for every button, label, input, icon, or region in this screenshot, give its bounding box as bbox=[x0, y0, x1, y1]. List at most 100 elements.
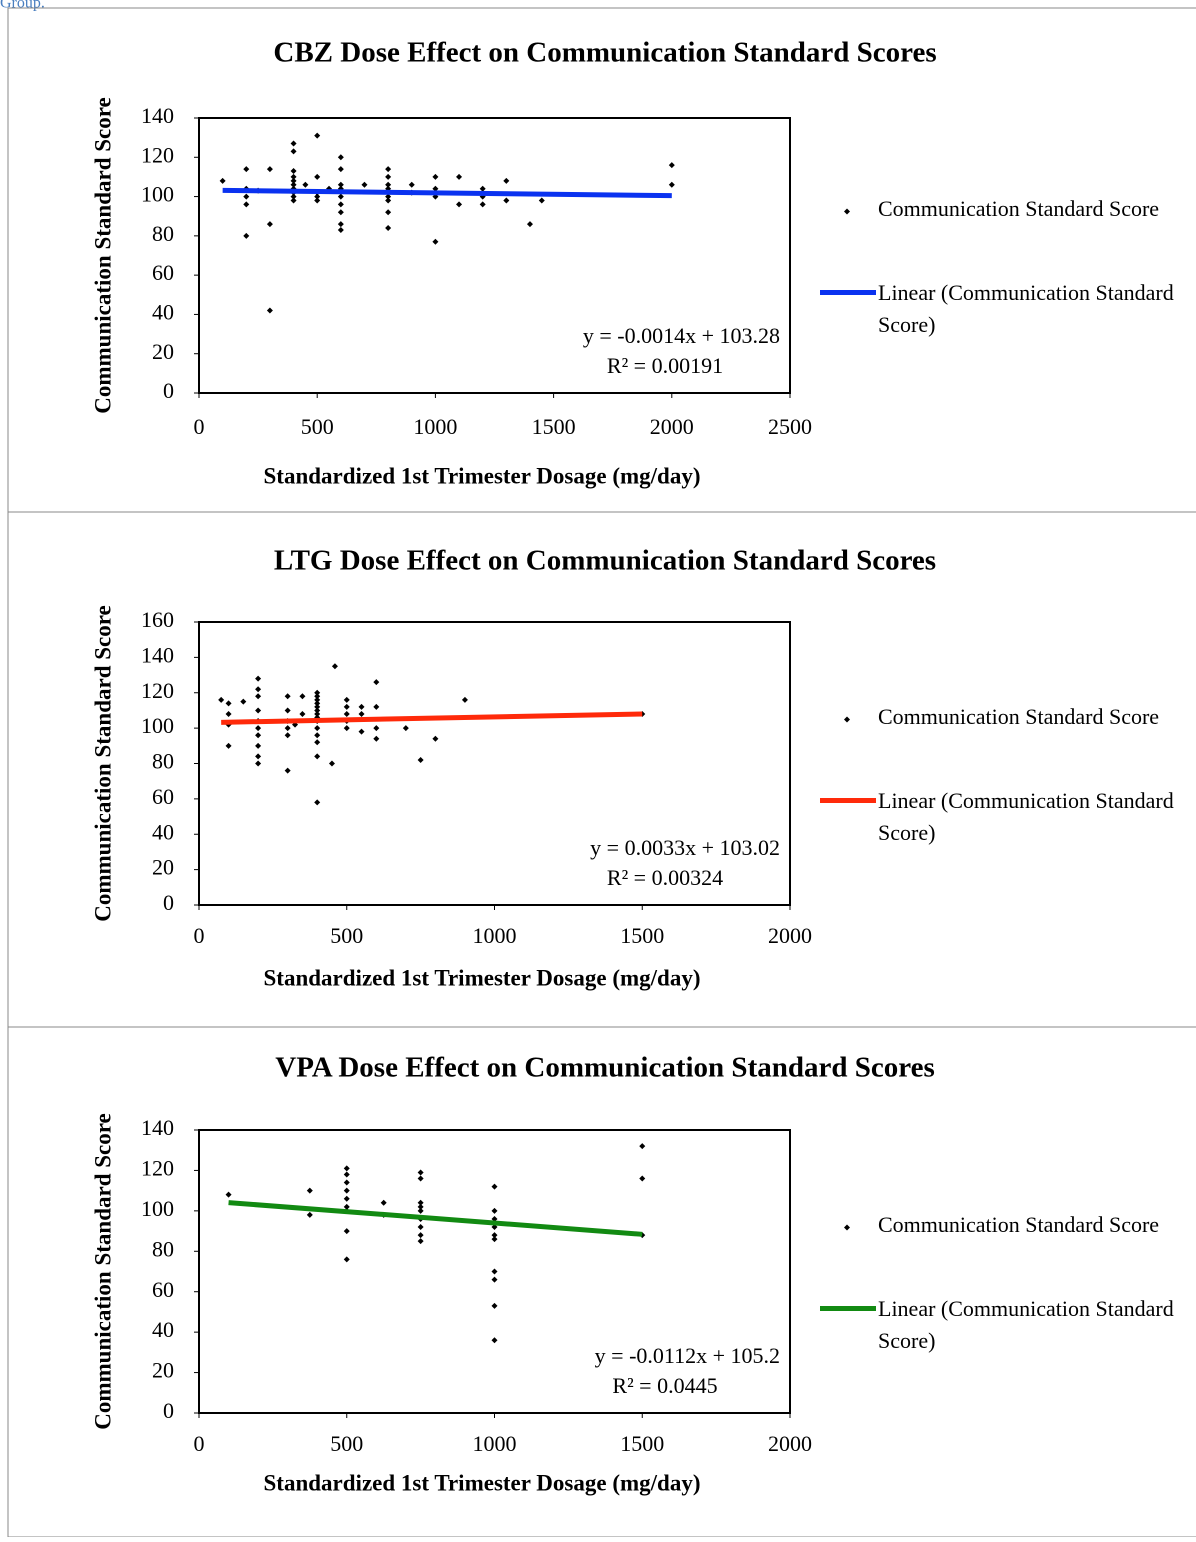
x-tick-label: 0 bbox=[194, 414, 205, 439]
data-point bbox=[417, 756, 424, 763]
data-point bbox=[255, 707, 262, 714]
legend-label: Linear (Communication Standard Score) bbox=[878, 279, 1174, 337]
equation: y = -0.0014x + 103.28 bbox=[583, 323, 780, 348]
data-point bbox=[255, 675, 262, 682]
data-point bbox=[331, 663, 338, 670]
data-point bbox=[373, 735, 380, 742]
data-point bbox=[461, 696, 468, 703]
equation: y = -0.0112x + 105.2 bbox=[595, 1343, 780, 1368]
data-point bbox=[306, 1187, 313, 1194]
y-tick-label: 0 bbox=[163, 1398, 174, 1423]
y-tick-label: 120 bbox=[141, 142, 174, 167]
plot-area bbox=[198, 117, 791, 394]
data-point bbox=[255, 732, 262, 739]
y-tick-label: 60 bbox=[152, 784, 174, 809]
y-tick-label: 80 bbox=[152, 749, 174, 774]
data-point bbox=[314, 696, 321, 703]
data-point bbox=[314, 193, 321, 200]
data-point bbox=[417, 1207, 424, 1214]
legend-marker bbox=[844, 208, 850, 215]
x-tick-label: 0 bbox=[194, 923, 205, 948]
data-point bbox=[385, 181, 392, 188]
data-point bbox=[491, 1207, 498, 1214]
legend-entry: Linear (Communication Standard Score) bbox=[878, 1296, 1174, 1353]
legend-entry: Linear (Communication Standard Score) bbox=[878, 787, 1174, 845]
data-point bbox=[491, 1232, 498, 1239]
data-point bbox=[225, 742, 232, 749]
data-point bbox=[337, 201, 344, 208]
data-point bbox=[358, 728, 365, 735]
trend-line bbox=[222, 187, 672, 199]
data-point bbox=[358, 703, 365, 710]
legend-label: Communication Standard Score bbox=[878, 195, 1160, 221]
x-axis-title: Standardized 1st Trimester Dosage (mg/da… bbox=[264, 965, 701, 990]
data-point bbox=[639, 1143, 646, 1150]
data-point bbox=[343, 725, 350, 732]
data-point bbox=[337, 181, 344, 188]
y-axis-title: Communication Standard Score bbox=[90, 1113, 115, 1430]
data-point bbox=[284, 732, 291, 739]
data-point bbox=[385, 173, 392, 180]
data-point bbox=[456, 173, 463, 180]
y-tick-label: 100 bbox=[141, 1196, 174, 1221]
data-point bbox=[385, 166, 392, 173]
data-point bbox=[314, 739, 321, 746]
equation: y = 0.0033x + 103.02 bbox=[590, 835, 780, 860]
data-point bbox=[314, 710, 321, 717]
data-point bbox=[290, 168, 297, 175]
data-point bbox=[668, 162, 675, 169]
data-point bbox=[491, 1276, 498, 1283]
data-point bbox=[380, 1199, 387, 1206]
x-tick-label: 1000 bbox=[413, 414, 457, 439]
data-point bbox=[343, 1187, 350, 1194]
y-tick-label: 120 bbox=[141, 678, 174, 703]
y-tick-label: 140 bbox=[141, 1115, 174, 1140]
data-point bbox=[290, 193, 297, 200]
x-tick-label: 1000 bbox=[473, 923, 517, 948]
data-point bbox=[225, 700, 232, 707]
data-point bbox=[385, 193, 392, 200]
y-axis-title: Communication Standard Score bbox=[90, 97, 115, 414]
y-tick-label: 100 bbox=[141, 182, 174, 207]
data-point bbox=[290, 140, 297, 147]
data-point bbox=[417, 1232, 424, 1239]
data-point bbox=[290, 177, 297, 184]
data-point bbox=[639, 1175, 646, 1182]
data-point bbox=[225, 710, 232, 717]
y-tick-label: 60 bbox=[152, 260, 174, 285]
y-tick-label: 80 bbox=[152, 1236, 174, 1261]
chart-title: VPA Dose Effect on Communication Standar… bbox=[275, 1052, 934, 1084]
data-point bbox=[385, 197, 392, 204]
data-point bbox=[266, 221, 273, 228]
data-point bbox=[526, 221, 533, 228]
data-point bbox=[314, 700, 321, 707]
data-point bbox=[314, 689, 321, 696]
legend-marker bbox=[844, 1224, 850, 1231]
y-tick-label: 140 bbox=[141, 642, 174, 667]
data-point bbox=[255, 742, 262, 749]
x-tick-label: 0 bbox=[194, 1431, 205, 1456]
data-point bbox=[432, 185, 439, 192]
trend-line bbox=[228, 1200, 643, 1237]
data-point bbox=[343, 1228, 350, 1235]
data-point bbox=[314, 707, 321, 714]
header-text: Group. bbox=[0, 0, 45, 12]
y-tick-label: 0 bbox=[163, 890, 174, 915]
data-point bbox=[373, 725, 380, 732]
x-tick-label: 1500 bbox=[620, 923, 664, 948]
data-point bbox=[266, 166, 273, 173]
data-point bbox=[284, 725, 291, 732]
r-squared: R² = 0.00191 bbox=[607, 353, 723, 378]
data-point bbox=[337, 166, 344, 173]
data-point bbox=[479, 185, 486, 192]
y-tick-label: 20 bbox=[152, 1358, 174, 1383]
x-tick-label: 2000 bbox=[768, 923, 812, 948]
data-point bbox=[243, 193, 250, 200]
data-point bbox=[218, 696, 225, 703]
data-point bbox=[343, 1179, 350, 1186]
y-tick-label: 140 bbox=[141, 103, 174, 128]
legend-label: Linear (Communication Standard Score) bbox=[878, 787, 1174, 845]
x-tick-label: 1500 bbox=[620, 1431, 664, 1456]
x-tick-label: 2000 bbox=[768, 1431, 812, 1456]
